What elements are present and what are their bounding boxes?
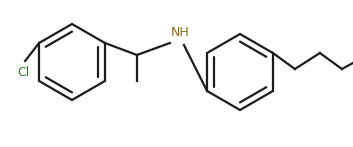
Text: NH: NH: [171, 26, 190, 39]
Text: Cl: Cl: [17, 66, 29, 79]
